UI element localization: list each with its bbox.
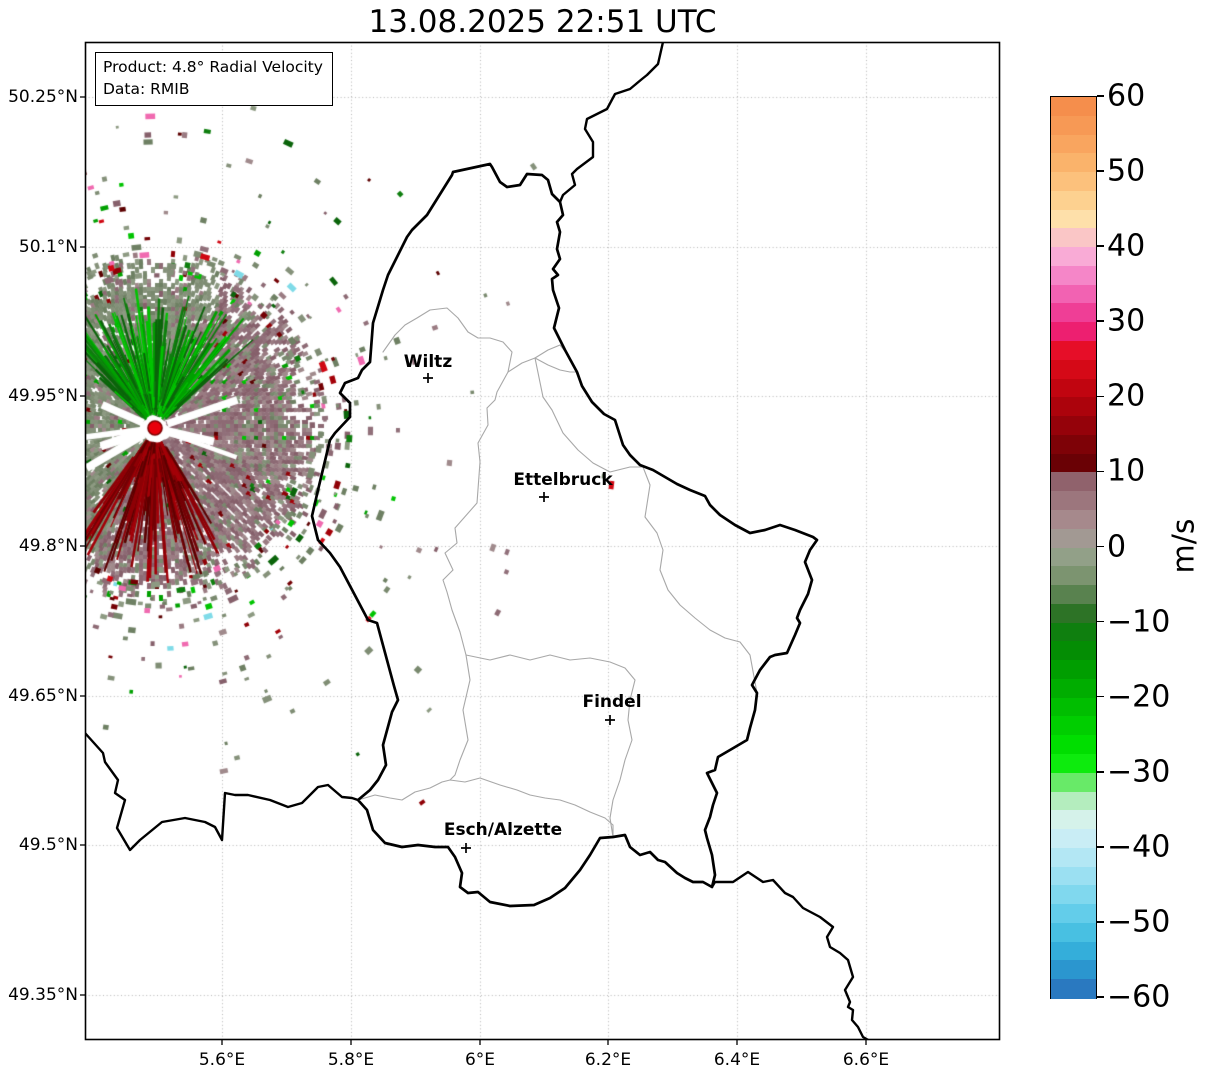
colorbar-band (1051, 322, 1096, 342)
colorbar-tick-label: −50 (1107, 904, 1171, 940)
colorbar-tick-mark (1097, 996, 1104, 998)
colorbar-tick-mark (1097, 320, 1104, 323)
colorbar-tick-label: 60 (1107, 78, 1146, 114)
colorbar-tick-mark (1097, 545, 1104, 548)
lon-tick-label: 5.8°E (327, 1050, 375, 1070)
colorbar-band (1051, 416, 1096, 436)
colorbar-band (1051, 941, 1096, 962)
colorbar-band (1051, 397, 1096, 417)
colorbar-tick-label: 40 (1107, 228, 1146, 264)
colorbar-band (1051, 472, 1096, 492)
colorbar-band (1051, 134, 1096, 154)
radar-velocity-field (85, 42, 1000, 1040)
lat-tick-label: 49.8°N (18, 536, 78, 556)
colorbar-band (1051, 922, 1096, 943)
colorbar-tick-label: −40 (1107, 829, 1171, 865)
colorbar-tick-label: −30 (1107, 754, 1171, 790)
colorbar-tick-mark (1097, 620, 1104, 623)
colorbar-band (1051, 753, 1096, 774)
lon-tick-label: 6.6°E (842, 1050, 890, 1070)
colorbar-band (1051, 528, 1096, 549)
colorbar-tick-label: 50 (1107, 153, 1146, 189)
colorbar-band (1051, 697, 1096, 718)
lat-tick-label: 49.95°N (8, 386, 78, 406)
colorbar-band (1051, 228, 1096, 248)
colorbar-band (1051, 359, 1096, 380)
colorbar-band (1051, 341, 1096, 361)
lon-tick-label: 6.4°E (713, 1050, 761, 1070)
colorbar-band (1051, 247, 1096, 267)
colorbar-tick-mark (1097, 846, 1104, 848)
colorbar-tick-mark (1097, 170, 1104, 172)
colorbar-tick-mark (1097, 470, 1104, 473)
colorbar-band (1051, 847, 1096, 868)
colorbar-tick-label: −20 (1107, 679, 1171, 715)
colorbar-band (1051, 172, 1096, 192)
product-line: Product: 4.8° Radial Velocity (103, 58, 323, 76)
colorbar-band (1051, 716, 1096, 736)
colorbar-band (1051, 509, 1096, 530)
plot-title: 13.08.2025 22:51 UTC (368, 4, 717, 40)
colorbar-band (1051, 585, 1096, 605)
colorbar-band (1051, 97, 1096, 117)
colorbar-tick-label: 0 (1107, 529, 1127, 564)
colorbar-band (1051, 153, 1096, 173)
colorbar-band (1051, 603, 1096, 624)
colorbar-band (1051, 810, 1096, 830)
colorbar-band (1051, 547, 1096, 567)
lat-tick-label: 49.35°N (8, 985, 78, 1005)
colorbar-band (1051, 735, 1096, 755)
colorbar-band (1051, 960, 1096, 980)
colorbar-tick-label: 30 (1107, 303, 1146, 339)
lat-tick-label: 50.25°N (8, 87, 78, 107)
colorbar-band (1051, 979, 1096, 999)
colorbar-band (1051, 829, 1096, 849)
lon-tick-label: 6°E (464, 1050, 496, 1070)
colorbar-band (1051, 434, 1096, 455)
colorbar-band (1051, 885, 1096, 905)
colorbar-tick-mark (1097, 395, 1104, 398)
colorbar-band (1051, 209, 1096, 229)
colorbar-tick-mark (1097, 245, 1104, 247)
lon-tick-label: 5.6°E (198, 1050, 246, 1070)
velocity-colorbar (1050, 96, 1097, 999)
lon-tick-label: 6.2°E (584, 1050, 632, 1070)
colorbar-tick-mark (1097, 695, 1104, 698)
lat-tick-label: 49.65°N (8, 686, 78, 706)
product-info-box: Product: 4.8° Radial Velocity Data: RMIB (95, 52, 333, 106)
colorbar-band (1051, 115, 1096, 136)
colorbar-band (1051, 284, 1096, 305)
colorbar-band (1051, 453, 1096, 473)
colorbar-band (1051, 866, 1096, 886)
colorbar-tick-label: −60 (1107, 979, 1171, 1015)
colorbar-band (1051, 378, 1096, 398)
colorbar-unit-label: m/s (1166, 518, 1202, 574)
colorbar-band (1051, 190, 1096, 211)
lat-tick-label: 49.5°N (18, 835, 78, 855)
colorbar-band (1051, 641, 1096, 661)
colorbar-band (1051, 265, 1096, 286)
colorbar-band (1051, 678, 1096, 699)
colorbar-tick-mark (1097, 921, 1104, 923)
colorbar-band (1051, 791, 1096, 811)
lat-tick-label: 50.1°N (18, 237, 78, 257)
colorbar-tick-mark (1097, 95, 1104, 97)
colorbar-band (1051, 566, 1096, 586)
colorbar-band (1051, 622, 1096, 642)
colorbar-tick-label: 20 (1107, 378, 1146, 414)
colorbar-band (1051, 491, 1096, 511)
data-source-line: Data: RMIB (103, 80, 190, 98)
colorbar-band (1051, 772, 1096, 793)
colorbar-band (1051, 904, 1096, 924)
colorbar-tick-label: −10 (1107, 604, 1171, 640)
colorbar-tick-mark (1097, 770, 1104, 773)
colorbar-tick-label: 10 (1107, 453, 1146, 489)
colorbar-band (1051, 303, 1096, 323)
colorbar-band (1051, 660, 1096, 680)
